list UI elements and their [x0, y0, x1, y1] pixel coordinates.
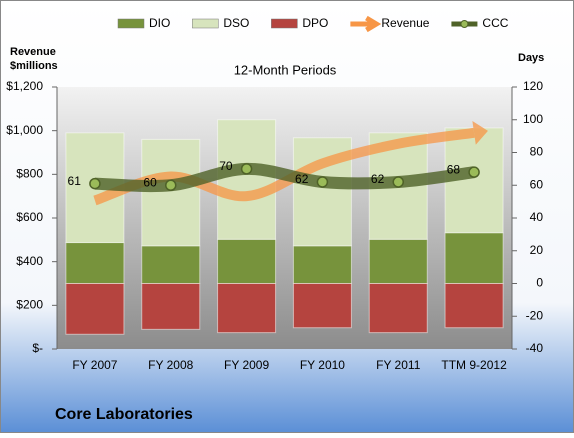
y2-tick-label: 60 — [530, 177, 544, 191]
data-label: 70 — [219, 159, 233, 173]
data-label: 62 — [295, 172, 309, 186]
legend-swatch — [350, 15, 382, 33]
subtitle: 12-Month Periods — [234, 62, 337, 77]
legend-label: CCC — [482, 16, 508, 30]
bar — [217, 238, 277, 285]
y-tick-label: $- — [32, 341, 43, 355]
x-tick-label: FY 2007 — [72, 358, 117, 372]
bar — [217, 283, 277, 334]
legend-label: DSO — [223, 16, 249, 30]
x-tick-label: FY 2010 — [300, 358, 345, 372]
x-tick-label: FY 2008 — [148, 358, 193, 372]
ccc-marker — [392, 176, 404, 188]
y2-tick-label: 120 — [523, 79, 543, 93]
bar — [141, 283, 201, 330]
data-label: 60 — [143, 175, 157, 189]
ccc-marker — [165, 179, 177, 191]
revenue-arrowhead — [472, 120, 488, 145]
bar — [292, 283, 352, 329]
bar — [444, 283, 504, 329]
ccc-marker — [316, 176, 329, 188]
legend-swatch — [117, 18, 145, 29]
bar — [65, 283, 125, 335]
legend-label: DPO — [302, 16, 328, 30]
ccc-marker — [468, 166, 480, 178]
revenue-line — [93, 127, 475, 206]
y-tick-label: $200 — [16, 298, 43, 312]
data-label: 62 — [371, 172, 385, 186]
data-label: 61 — [68, 174, 82, 188]
bar — [368, 283, 428, 334]
ccc-marker — [89, 177, 101, 190]
y2-axis-label: Days — [518, 52, 544, 64]
y2-tick-label: 80 — [530, 145, 544, 159]
ccc-marker — [240, 163, 253, 175]
y-tick-label: $1,000 — [6, 123, 43, 137]
y2-tick-label: -20 — [526, 308, 544, 322]
bar — [368, 238, 428, 285]
x-tick-label: TTM 9-2012 — [441, 358, 507, 372]
bar — [65, 242, 125, 284]
y-tick-label: $400 — [16, 254, 43, 268]
legend: DIO DSO DPO Revenue CCC — [117, 15, 509, 33]
ccc-line — [94, 162, 475, 193]
chart-title: Core Laboratories — [55, 406, 193, 423]
bar — [141, 245, 201, 284]
y-tick-label: $600 — [16, 210, 43, 224]
y-tick-label: $800 — [16, 167, 43, 181]
y2-tick-label: 100 — [523, 112, 543, 126]
bar — [141, 138, 201, 247]
plot-area — [57, 87, 512, 349]
y2-tick-label: 0 — [536, 276, 543, 290]
x-tick-label: FY 2009 — [224, 358, 269, 372]
bar — [217, 119, 277, 240]
y2-tick-label: 40 — [530, 210, 544, 224]
legend-marker — [460, 20, 469, 28]
legend-swatch — [271, 18, 298, 29]
y-tick-label: $1,200 — [6, 79, 43, 93]
bar — [292, 245, 352, 284]
bar — [444, 232, 504, 285]
legend-swatch — [192, 18, 219, 29]
legend-label: Revenue — [381, 16, 429, 30]
x-tick-label: FY 2011 — [376, 358, 421, 372]
y-axis-label: Revenue $millions — [10, 46, 58, 72]
y2-tick-label: 20 — [530, 243, 544, 257]
data-label: 68 — [447, 162, 461, 176]
y2-tick-label: -40 — [526, 341, 544, 355]
legend-label: DIO — [149, 16, 170, 30]
